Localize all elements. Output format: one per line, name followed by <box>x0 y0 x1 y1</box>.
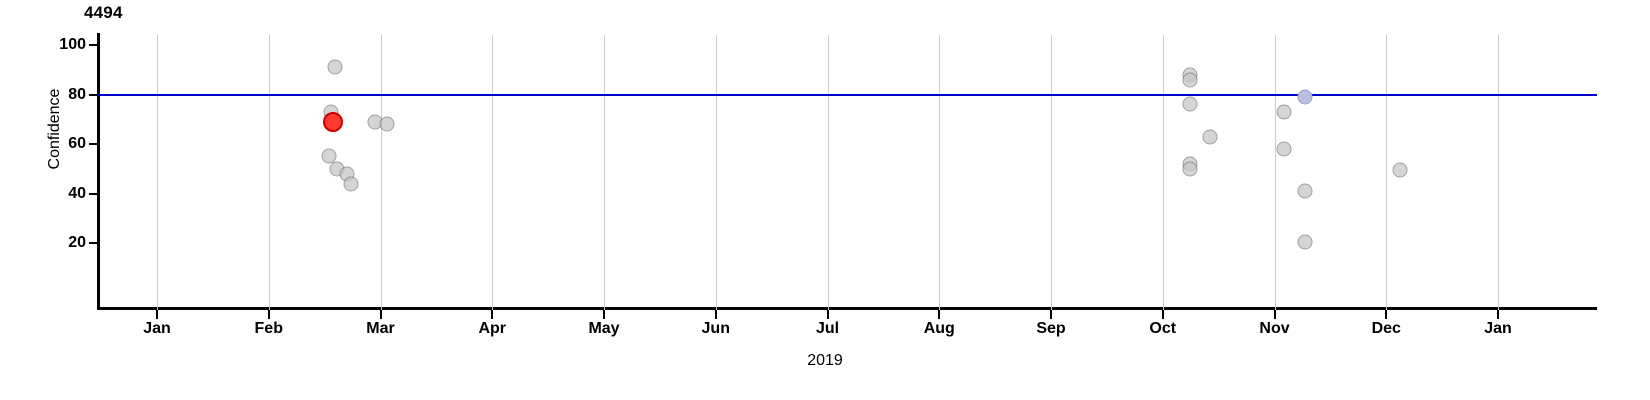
gridline-nov-10 <box>1274 35 1276 310</box>
data-point[interactable] <box>1297 234 1313 250</box>
y-tick-label-80: 80 <box>68 85 86 103</box>
data-point[interactable] <box>1182 72 1198 88</box>
x-tick-mark-0 <box>156 310 158 319</box>
x-tick-mark-5 <box>714 310 717 319</box>
x-tick-mark-8 <box>1050 310 1052 319</box>
x-tick-mark-6 <box>826 310 829 319</box>
x-tick-label-jan-12: Jan <box>1484 320 1512 337</box>
x-tick-label-feb-1: Feb <box>254 320 283 337</box>
y-tick-label-20: 20 <box>68 234 86 251</box>
y-axis-title: Confidence <box>46 88 63 170</box>
y-tick-mark-80 <box>89 93 97 96</box>
x-tick-label-oct-9: Oct <box>1149 320 1177 337</box>
x-tick-label-jun-5: Jun <box>701 320 730 337</box>
gridline-aug-7 <box>939 35 941 310</box>
data-point[interactable] <box>321 148 337 164</box>
chart-title: 4494 <box>84 3 123 22</box>
x-tick-label-jul-6: Jul <box>815 320 840 337</box>
x-tick-label-aug-7: Aug <box>923 320 955 337</box>
x-tick-mark-9 <box>1161 310 1164 319</box>
threshold-line <box>98 93 1597 96</box>
gridline-feb-1 <box>268 35 270 310</box>
y-tick-label-40: 40 <box>68 184 86 202</box>
gridline-apr-3 <box>492 35 494 310</box>
x-tick-label-dec-11: Dec <box>1371 320 1401 337</box>
y-tick-label-100: 100 <box>59 36 86 53</box>
x-tick-label-jan-0: Jan <box>143 320 171 337</box>
x-tick-label-mar-2: Mar <box>366 320 395 337</box>
data-point[interactable] <box>1276 141 1292 157</box>
y-tick-mark-20 <box>89 242 97 244</box>
x-tick-mark-3 <box>491 310 494 319</box>
x-tick-mark-1 <box>267 310 270 319</box>
data-point[interactable] <box>1392 162 1408 178</box>
gridline-jul-6 <box>827 35 829 310</box>
x-tick-mark-7 <box>938 310 941 319</box>
gridline-sep-8 <box>1051 35 1052 310</box>
y-tick-mark-40 <box>89 192 97 195</box>
data-point[interactable] <box>327 59 343 75</box>
gridline-jun-5 <box>715 35 717 310</box>
x-axis-line <box>97 307 1597 310</box>
data-point[interactable] <box>1202 129 1218 145</box>
x-axis-title: 2019 <box>807 352 843 369</box>
x-tick-label-may-4: May <box>588 320 620 337</box>
y-axis-line <box>97 33 100 310</box>
x-tick-mark-12 <box>1497 310 1499 319</box>
gridline-jan-12 <box>1498 35 1499 310</box>
gridline-may-4 <box>604 35 605 310</box>
gridline-jan-0 <box>157 35 158 310</box>
data-point[interactable] <box>1276 104 1292 120</box>
x-tick-mark-4 <box>603 310 605 319</box>
data-point[interactable] <box>1182 96 1198 112</box>
data-point[interactable] <box>343 176 359 192</box>
data-point[interactable] <box>1297 89 1313 105</box>
data-point[interactable] <box>1182 161 1198 177</box>
gridline-oct-9 <box>1162 35 1164 310</box>
x-tick-label-nov-10: Nov <box>1259 320 1290 337</box>
data-point[interactable] <box>322 111 343 132</box>
y-tick-mark-60 <box>89 143 97 145</box>
x-tick-label-apr-3: Apr <box>478 320 507 337</box>
gridline-dec-11 <box>1386 35 1388 310</box>
gridline-mar-2 <box>380 35 382 310</box>
x-tick-mark-2 <box>379 310 382 319</box>
y-tick-mark-100 <box>89 44 97 46</box>
x-tick-label-sep-8: Sep <box>1036 320 1066 337</box>
data-point[interactable] <box>379 116 395 132</box>
data-point[interactable] <box>1297 183 1313 199</box>
x-tick-mark-11 <box>1385 310 1388 319</box>
x-tick-mark-10 <box>1273 310 1276 319</box>
y-tick-label-60: 60 <box>68 135 86 152</box>
